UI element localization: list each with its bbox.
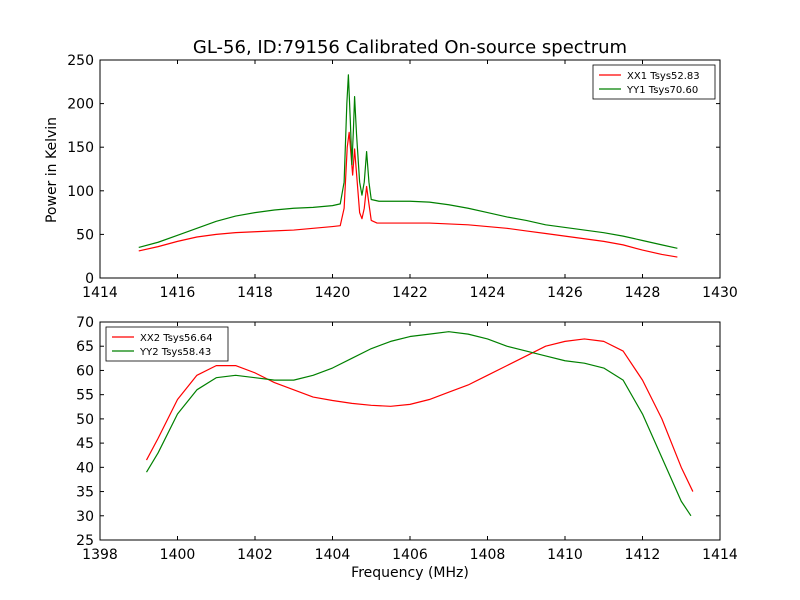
x-tick-label: 1410 (547, 547, 583, 563)
top-panel: 1414 1416 1418 1420 1422 1424 1426 1428 1430 0 50 1… (67, 53, 738, 301)
x-tick-label: 1406 (392, 547, 428, 563)
x-tick-label: 1414 (702, 547, 738, 563)
y-tick-label: 35 (76, 485, 94, 501)
y-tick-label: 55 (76, 388, 94, 404)
ylabel-top: Power in Kelvin (44, 117, 60, 223)
legend-label: YY2 Tsys58.43 (139, 347, 211, 358)
x-tick-label: 1422 (392, 285, 428, 301)
y-tick-label: 40 (76, 460, 94, 476)
x-tick-label: 1412 (625, 547, 661, 563)
series-line-xx1 (138, 131, 678, 258)
y-tick-label: 50 (76, 227, 94, 243)
y-tick-label: 0 (85, 271, 94, 287)
x-tick-label: 1430 (702, 285, 738, 301)
series-line-yy2 (145, 331, 692, 517)
bottom-panel: 1398 1400 1402 1404 1406 1408 1410 1412 1414 25 30… (76, 315, 738, 563)
x-tick-label: 1420 (315, 285, 351, 301)
series-line-yy1 (138, 74, 678, 249)
x-tick-label: 1398 (82, 547, 118, 563)
x-tick-label: 1408 (470, 547, 506, 563)
series-group (145, 331, 694, 517)
y-tick-label: 70 (76, 315, 94, 331)
y-tick-label: 45 (76, 436, 94, 452)
y-tick-label: 65 (76, 339, 94, 355)
y-tick-label: 60 (76, 363, 94, 379)
legend-box (592, 64, 716, 100)
legend-label: YY1 Tsys70.60 (626, 85, 698, 96)
x-tick-label: 1416 (160, 285, 196, 301)
legend: XX1 Tsys52.83 YY1 Tsys70.60 (592, 64, 716, 100)
x-tick-label: 1424 (470, 285, 506, 301)
xlabel-bottom: Frequency (MHz) (351, 565, 469, 581)
series-group (138, 74, 678, 258)
y-tick-label: 25 (76, 533, 94, 549)
y-tick-label: 100 (67, 184, 94, 200)
y-tick-label: 30 (76, 509, 94, 525)
legend-label: XX1 Tsys52.83 (627, 71, 700, 82)
x-tick-label: 1428 (625, 285, 661, 301)
legend-box (105, 326, 229, 362)
x-tick-label: 1404 (315, 547, 351, 563)
y-tick-label: 150 (67, 140, 94, 156)
figure-title: GL-56, ID:79156 Calibrated On-source spe… (193, 37, 627, 58)
x-tick-label: 1402 (237, 547, 273, 563)
x-tick-label: 1418 (237, 285, 273, 301)
x-tick-label: 1426 (547, 285, 583, 301)
y-tick-label: 250 (67, 53, 94, 69)
legend: XX2 Tsys56.64 YY2 Tsys58.43 (105, 326, 229, 362)
x-tick-label: 1400 (160, 547, 196, 563)
legend-label: XX2 Tsys56.64 (140, 333, 213, 344)
series-line-xx2 (145, 338, 694, 492)
y-tick-label: 50 (76, 412, 94, 428)
y-tick-label: 200 (67, 97, 94, 113)
x-tick-label: 1414 (82, 285, 118, 301)
